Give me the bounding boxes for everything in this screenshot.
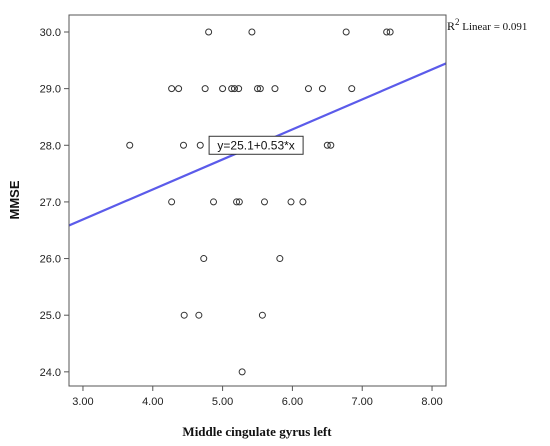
data-point: [248, 28, 256, 36]
data-point: [327, 141, 335, 149]
equation-box: [208, 135, 304, 155]
r-squared-value: Linear = 0.091: [460, 21, 528, 33]
data-point: [219, 85, 227, 93]
data-point: [342, 28, 350, 36]
data-point: [383, 28, 391, 36]
data-point: [318, 85, 326, 93]
data-point: [258, 311, 266, 319]
y-tick-label: 30.0: [40, 27, 61, 39]
data-point: [200, 255, 208, 263]
data-point: [195, 311, 203, 319]
data-point: [260, 198, 268, 206]
y-axis-title: MMSE: [7, 180, 22, 219]
data-point: [196, 141, 204, 149]
data-point: [235, 198, 243, 206]
data-point: [126, 141, 134, 149]
data-point: [228, 85, 236, 93]
y-tick-label: 26.0: [40, 254, 61, 266]
data-point: [233, 198, 241, 206]
x-tick-label: 6.00: [282, 396, 303, 408]
data-point: [210, 198, 218, 206]
x-axis-title: Middle cingulate gyrus left: [182, 424, 332, 439]
x-tick-label: 5.00: [212, 396, 233, 408]
data-point: [276, 255, 284, 263]
data-point: [348, 85, 356, 93]
data-point: [235, 85, 243, 93]
y-tick-label: 28.0: [40, 140, 61, 152]
data-point: [287, 198, 295, 206]
data-point: [304, 85, 312, 93]
data-point: [168, 198, 176, 206]
x-tick-label: 7.00: [352, 396, 373, 408]
data-point: [386, 28, 394, 36]
plot-frame: [68, 14, 447, 387]
data-point: [323, 141, 331, 149]
data-point: [205, 28, 213, 36]
data-point: [299, 198, 307, 206]
data-point: [254, 85, 261, 93]
y-tick-label: 24.0: [40, 367, 61, 379]
x-axis: 3.00 4.00 5.00 6.00 7.00 8.00: [72, 386, 443, 408]
r-squared-symbol: R: [447, 19, 455, 33]
data-point: [230, 85, 238, 93]
y-tick-label: 27.0: [40, 197, 61, 209]
data-point: [271, 85, 279, 93]
equation-label-box: y=25.1+0.53*x: [208, 135, 304, 155]
data-point: [238, 368, 246, 376]
y-tick-label: 25.0: [40, 310, 61, 322]
x-tick-label: 8.00: [421, 396, 442, 408]
data-point: [256, 85, 264, 93]
data-point: [180, 311, 188, 319]
x-tick-label: 4.00: [142, 396, 163, 408]
equation-label: y=25.1+0.53*x: [217, 138, 294, 152]
y-axis: 24.0 25.0 26.0 27.0 28.0 29.0 30.0: [40, 27, 69, 379]
data-point: [179, 141, 187, 149]
r-squared-annotation: R2 Linear = 0.091: [447, 17, 527, 33]
x-tick-label: 3.00: [72, 396, 93, 408]
y-tick-label: 29.0: [40, 84, 61, 96]
data-point: [175, 85, 183, 93]
data-point: [201, 85, 209, 93]
r-squared-superscript: 2: [455, 17, 460, 27]
data-point: [168, 85, 176, 93]
